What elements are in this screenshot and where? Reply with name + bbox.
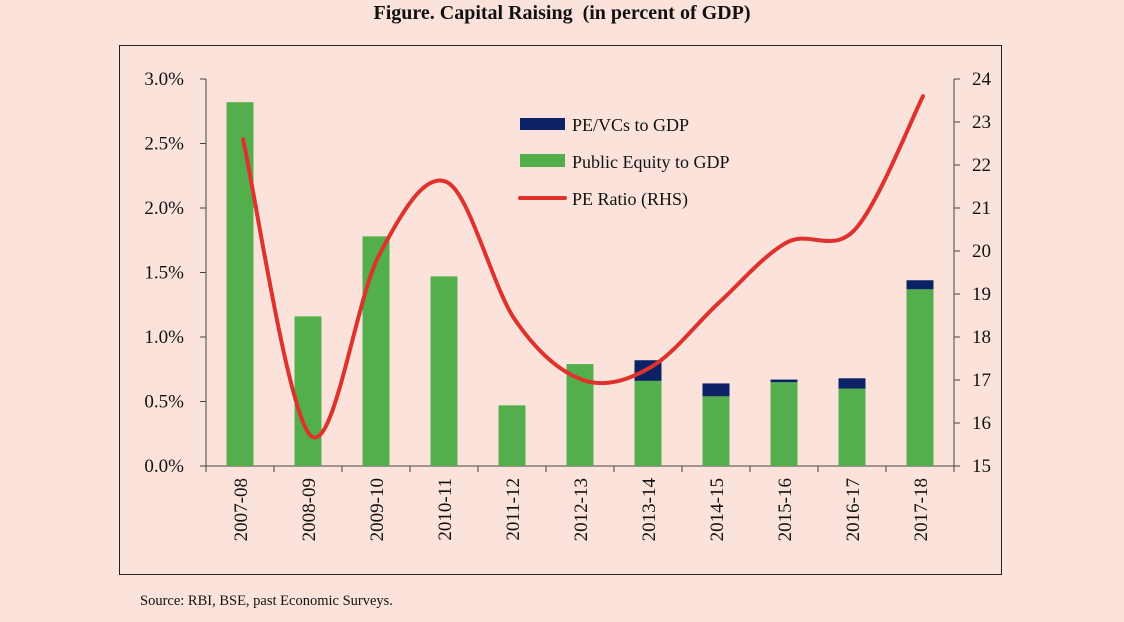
pe-ratio-line-group: [241, 94, 925, 440]
left-tick-label: 0.5%: [144, 392, 184, 413]
left-tick-label: 1.5%: [144, 263, 184, 284]
left-tick-label: 2.5%: [144, 134, 184, 155]
source-note: Source: RBI, BSE, past Economic Surveys.: [140, 593, 393, 609]
right-tick-label: 17: [972, 370, 991, 391]
right-tick-label: 24: [972, 69, 992, 90]
bar-public-equity: [362, 236, 390, 466]
chart-frame: 0.0% 0.5% 1.0% 1.5% 2.0% 2.5% 3.0% 15 16 17 18 19 20…: [119, 45, 1002, 575]
left-tick-label: 2.0%: [144, 198, 184, 219]
x-tick-label: 2013-14: [639, 478, 660, 542]
x-tick-label: 2014-15: [707, 478, 728, 541]
bar-pe-vc: [838, 378, 866, 389]
right-tick-label: 18: [972, 327, 991, 348]
bar-public-equity: [770, 382, 798, 466]
pe-ratio-line: [241, 94, 925, 440]
left-tick-label: 1.0%: [144, 327, 184, 348]
bar-public-equity: [634, 380, 662, 466]
left-tick-label: 0.0%: [144, 456, 184, 477]
right-tick-label: 21: [972, 198, 991, 219]
legend-label-pe-vc: PE/VCs to GDP: [572, 115, 689, 135]
bar-pe-vc: [702, 383, 730, 397]
bar-public-equity: [430, 276, 458, 466]
legend-label-pe-ratio: PE Ratio (RHS): [572, 189, 688, 210]
right-tick-label: 23: [972, 112, 991, 133]
legend-swatch-pe-vc: [520, 118, 565, 130]
bars: [226, 102, 934, 466]
chart-svg: 0.0% 0.5% 1.0% 1.5% 2.0% 2.5% 3.0% 15 16 17 18 19 20…: [144, 69, 991, 541]
x-tick-label: 2007-08: [231, 478, 252, 541]
chart-title: Figure. Capital Raising (in percent of G…: [373, 2, 751, 24]
x-tick-label: 2015-16: [775, 478, 796, 541]
x-tick-label: 2010-11: [435, 478, 456, 541]
legend-label-public-equity: Public Equity to GDP: [572, 152, 730, 172]
bar-pe-vc: [770, 379, 798, 383]
right-tick-label: 15: [972, 456, 991, 477]
bar-public-equity: [838, 388, 866, 466]
x-tick-label: 2008-09: [299, 478, 320, 541]
x-tick-label: 2011-12: [503, 478, 524, 541]
bar-public-equity: [498, 405, 526, 466]
right-tick-label: 16: [972, 413, 991, 434]
bar-public-equity: [226, 102, 254, 466]
x-tick-label: 2012-13: [571, 478, 592, 541]
right-tick-label: 22: [972, 155, 991, 176]
bar-public-equity: [702, 396, 730, 466]
legend: PE/VCs to GDP Public Equity to GDP PE Rati…: [518, 115, 730, 210]
legend-swatch-public-equity: [520, 154, 565, 167]
right-tick-label: 20: [972, 241, 991, 262]
bar-pe-vc: [906, 280, 934, 290]
x-tick-label: 2009-10: [367, 478, 388, 541]
right-tick-label: 19: [972, 284, 991, 305]
left-tick-label: 3.0%: [144, 69, 184, 90]
x-tick-label: 2017-18: [911, 478, 932, 541]
tick-labels: 0.0% 0.5% 1.0% 1.5% 2.0% 2.5% 3.0% 15 16 17 18 19 20…: [144, 69, 991, 541]
bar-public-equity: [294, 316, 322, 466]
bar-public-equity: [906, 289, 934, 466]
x-tick-label: 2016-17: [843, 478, 864, 541]
